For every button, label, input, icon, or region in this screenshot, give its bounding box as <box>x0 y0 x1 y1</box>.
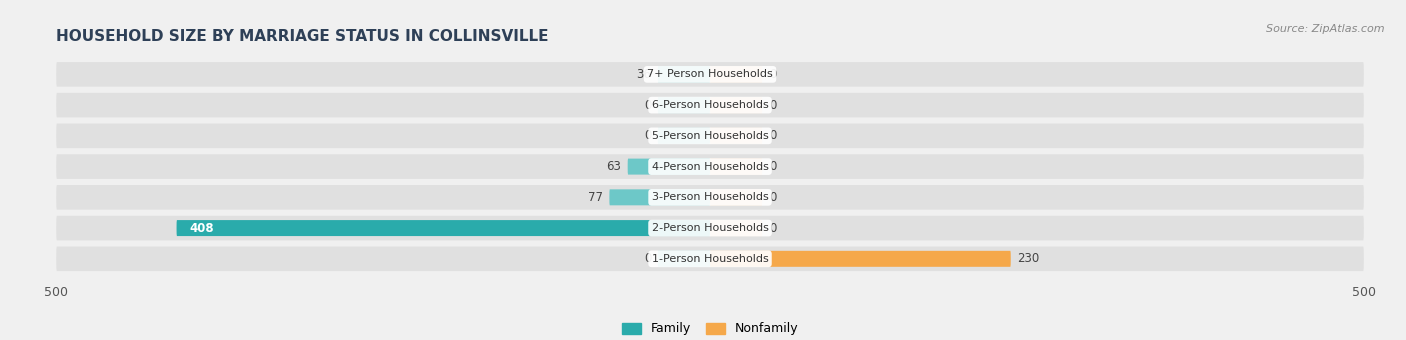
Text: 63: 63 <box>606 160 621 173</box>
FancyBboxPatch shape <box>710 158 762 175</box>
FancyBboxPatch shape <box>710 66 762 82</box>
Text: 0: 0 <box>769 99 776 112</box>
FancyBboxPatch shape <box>56 123 1364 148</box>
Text: 77: 77 <box>588 191 603 204</box>
FancyBboxPatch shape <box>710 189 762 205</box>
Text: HOUSEHOLD SIZE BY MARRIAGE STATUS IN COLLINSVILLE: HOUSEHOLD SIZE BY MARRIAGE STATUS IN COL… <box>56 29 548 44</box>
FancyBboxPatch shape <box>627 158 710 175</box>
FancyBboxPatch shape <box>658 128 710 144</box>
Text: 4-Person Households: 4-Person Households <box>651 162 769 172</box>
Text: 0: 0 <box>769 68 776 81</box>
FancyBboxPatch shape <box>56 246 1364 271</box>
Text: 7+ Person Households: 7+ Person Households <box>647 69 773 79</box>
FancyBboxPatch shape <box>56 216 1364 240</box>
FancyBboxPatch shape <box>56 185 1364 210</box>
FancyBboxPatch shape <box>56 93 1364 117</box>
Text: 6-Person Households: 6-Person Households <box>651 100 769 110</box>
FancyBboxPatch shape <box>177 220 710 236</box>
FancyBboxPatch shape <box>658 66 710 82</box>
Text: 5-Person Households: 5-Person Households <box>651 131 769 141</box>
FancyBboxPatch shape <box>710 251 1011 267</box>
Text: 0: 0 <box>769 191 776 204</box>
Text: 0: 0 <box>769 222 776 235</box>
FancyBboxPatch shape <box>710 128 762 144</box>
Text: 0: 0 <box>644 129 651 142</box>
Text: 1-Person Households: 1-Person Households <box>651 254 769 264</box>
Text: 0: 0 <box>644 99 651 112</box>
Text: Source: ZipAtlas.com: Source: ZipAtlas.com <box>1267 24 1385 34</box>
Text: 36: 36 <box>637 68 651 81</box>
Legend: Family, Nonfamily: Family, Nonfamily <box>621 322 799 335</box>
FancyBboxPatch shape <box>658 251 710 267</box>
Text: 408: 408 <box>190 222 214 235</box>
Text: 2-Person Households: 2-Person Households <box>651 223 769 233</box>
Text: 0: 0 <box>644 252 651 265</box>
Text: 3-Person Households: 3-Person Households <box>651 192 769 202</box>
FancyBboxPatch shape <box>56 62 1364 87</box>
Text: 0: 0 <box>769 160 776 173</box>
FancyBboxPatch shape <box>710 97 762 113</box>
FancyBboxPatch shape <box>56 154 1364 179</box>
Text: 0: 0 <box>769 129 776 142</box>
FancyBboxPatch shape <box>710 220 762 236</box>
FancyBboxPatch shape <box>658 97 710 113</box>
Text: 230: 230 <box>1018 252 1039 265</box>
FancyBboxPatch shape <box>609 189 710 205</box>
